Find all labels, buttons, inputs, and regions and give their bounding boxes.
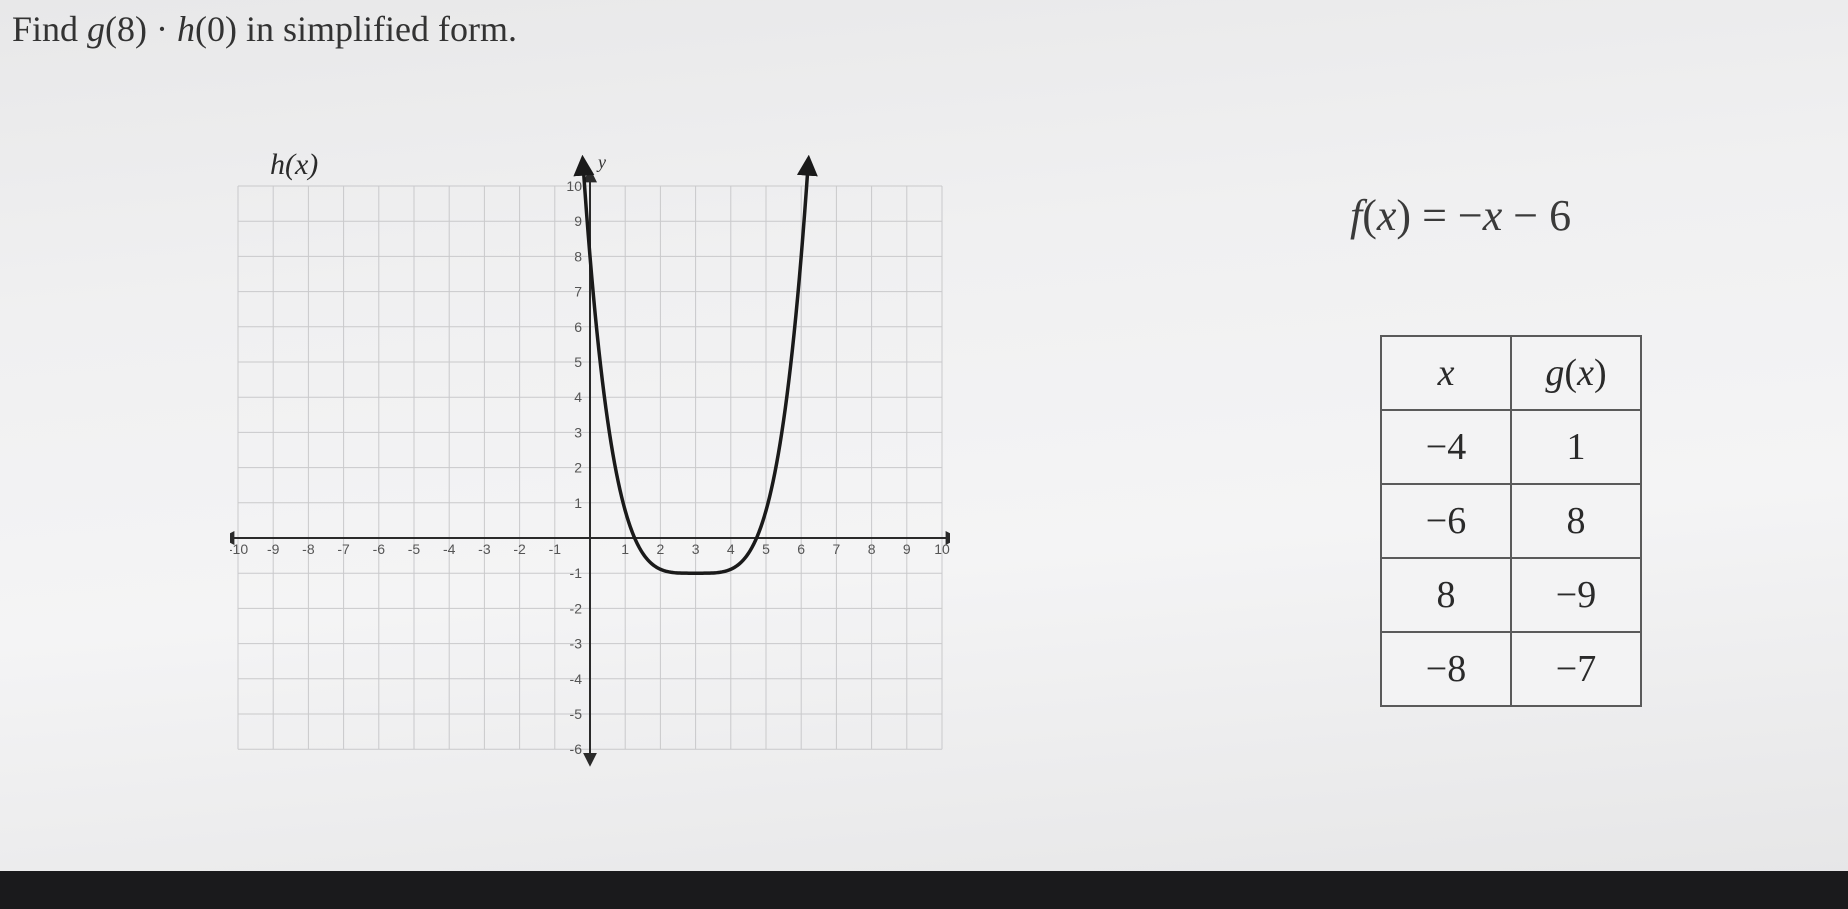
svg-text:8: 8: [574, 248, 582, 264]
svg-text:4: 4: [574, 389, 582, 405]
table-cell-g: −7: [1511, 632, 1641, 706]
svg-text:-4: -4: [570, 671, 583, 687]
svg-text:7: 7: [833, 541, 841, 557]
svg-text:-5: -5: [408, 541, 421, 557]
graph-svg: -10 -9 -8 -7 -6 -5 -4 -3 -2 -1 1 2 3 4 5 6 7 8 9 10 -6 -5 -4 -3…: [230, 155, 950, 825]
g-table-header-g: g: [1545, 352, 1564, 394]
svg-text:-2: -2: [513, 541, 526, 557]
svg-text:9: 9: [574, 213, 582, 229]
table-cell-x: −4: [1381, 410, 1511, 484]
table-cell-g: 8: [1511, 484, 1641, 558]
svg-text:5: 5: [762, 541, 770, 557]
fx-neg: −: [1458, 191, 1483, 240]
svg-text:9: 9: [903, 541, 911, 557]
prompt-h: h: [177, 9, 195, 49]
fx-rhs-x: x: [1483, 191, 1503, 240]
svg-text:1: 1: [574, 495, 582, 511]
fx-close: ): [1396, 191, 1411, 240]
svg-text:-7: -7: [337, 541, 350, 557]
svg-text:-1: -1: [549, 541, 562, 557]
svg-text:-6: -6: [373, 541, 386, 557]
prompt-g: g: [87, 9, 105, 49]
svg-text:-1: -1: [570, 565, 583, 581]
g-table-header-close: ): [1594, 352, 1607, 394]
svg-text:1: 1: [621, 541, 629, 557]
svg-text:2: 2: [657, 541, 665, 557]
svg-text:6: 6: [574, 319, 582, 335]
prompt-dot: ·: [147, 9, 177, 49]
svg-text:-8: -8: [302, 541, 315, 557]
g-table: x g(x) −41−688−9−8−7: [1380, 335, 1642, 707]
svg-text:-5: -5: [570, 706, 583, 722]
prompt-g-open: (: [105, 9, 117, 49]
svg-text:7: 7: [574, 284, 582, 300]
fx-tail: − 6: [1502, 191, 1571, 240]
bottom-edge: [0, 871, 1848, 909]
svg-text:6: 6: [797, 541, 805, 557]
svg-text:-2: -2: [570, 600, 583, 616]
prompt-h-close: ): [225, 9, 237, 49]
table-row: −8−7: [1381, 632, 1641, 706]
svg-text:-10: -10: [230, 541, 248, 557]
svg-text:y: y: [596, 155, 606, 172]
table-row: −68: [1381, 484, 1641, 558]
svg-text:3: 3: [574, 424, 582, 440]
g-table-header-row: x g(x): [1381, 336, 1641, 410]
fx-eq-sign: =: [1411, 191, 1458, 240]
fx-open: (: [1362, 191, 1377, 240]
prompt-h-open: (: [195, 9, 207, 49]
table-cell-g: −9: [1511, 558, 1641, 632]
svg-text:-3: -3: [478, 541, 491, 557]
table-row: 8−9: [1381, 558, 1641, 632]
graph-area: -10 -9 -8 -7 -6 -5 -4 -3 -2 -1 1 2 3 4 5 6 7 8 9 10 -6 -5 -4 -3…: [230, 155, 950, 825]
question-prompt: Find g(8) · h(0) in simplified form.: [12, 8, 517, 50]
g-table-header-gx-x: x: [1577, 352, 1594, 394]
svg-text:-9: -9: [267, 541, 280, 557]
table-cell-g: 1: [1511, 410, 1641, 484]
svg-text:4: 4: [727, 541, 735, 557]
svg-text:3: 3: [692, 541, 700, 557]
table-cell-x: −6: [1381, 484, 1511, 558]
fx-equation: f(x) = −x − 6: [1350, 190, 1571, 241]
table-row: −41: [1381, 410, 1641, 484]
prompt-suffix: in simplified form.: [237, 9, 517, 49]
prompt-g-arg: 8: [117, 9, 135, 49]
fx-f: f: [1350, 191, 1362, 240]
svg-text:-6: -6: [570, 741, 583, 757]
svg-text:5: 5: [574, 354, 582, 370]
svg-text:10: 10: [934, 541, 950, 557]
prompt-h-arg: 0: [207, 9, 225, 49]
svg-text:8: 8: [868, 541, 876, 557]
fx-x: x: [1377, 191, 1397, 240]
svg-text:10: 10: [566, 178, 582, 194]
table-cell-x: 8: [1381, 558, 1511, 632]
svg-text:-4: -4: [443, 541, 456, 557]
svg-text:-3: -3: [570, 636, 583, 652]
table-cell-x: −8: [1381, 632, 1511, 706]
g-table-header-x: x: [1381, 336, 1511, 410]
svg-text:2: 2: [574, 460, 582, 476]
prompt-prefix: Find: [12, 9, 87, 49]
prompt-g-close: ): [135, 9, 147, 49]
g-table-header-gx: g(x): [1511, 336, 1641, 410]
g-table-header-open: (: [1564, 352, 1577, 394]
